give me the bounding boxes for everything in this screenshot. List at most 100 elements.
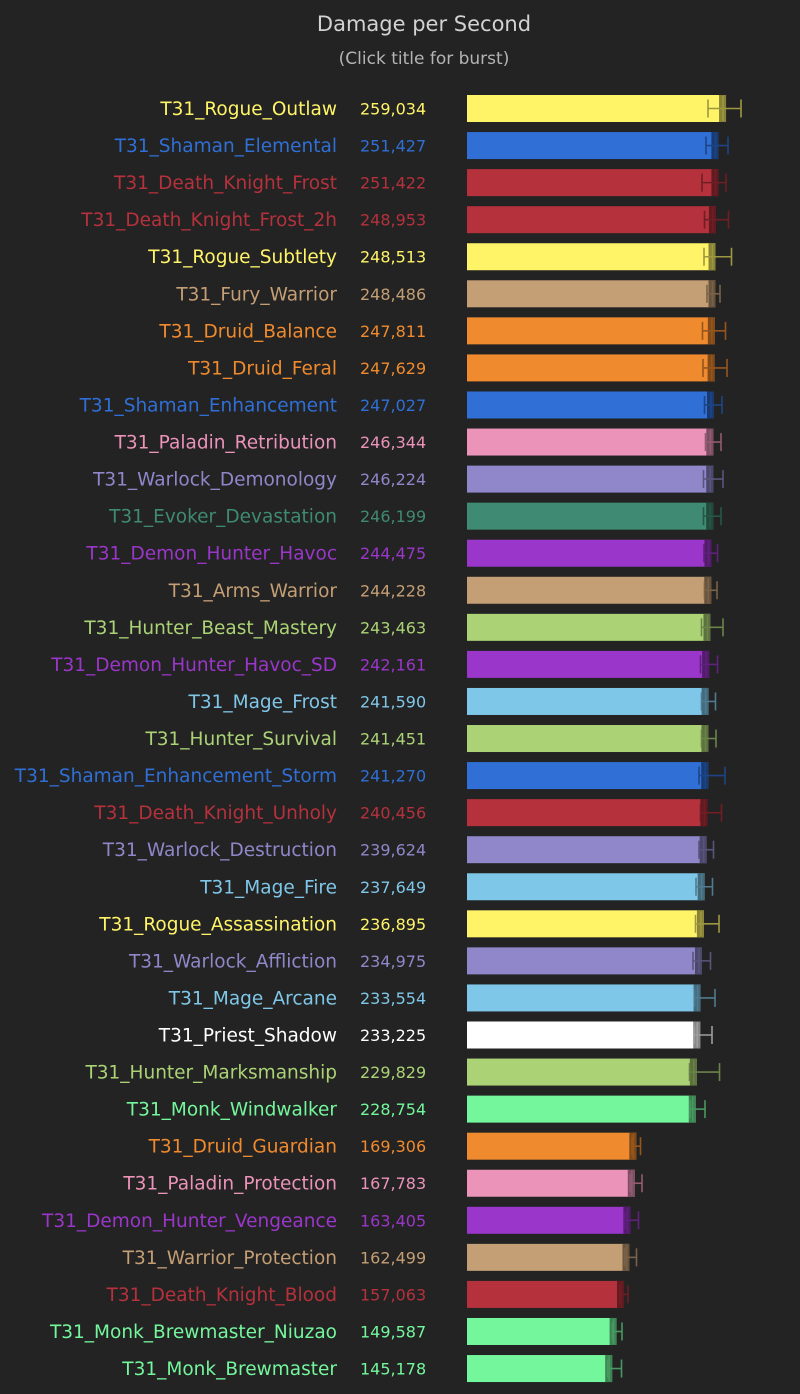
error-bar xyxy=(701,318,727,344)
dps-bar xyxy=(467,1355,613,1383)
spec-label: T31_Monk_Windwalker xyxy=(126,1100,338,1121)
dps-value-label: 244,475 xyxy=(360,544,426,563)
spec-label: T31_Demon_Hunter_Havoc_SD xyxy=(50,655,337,676)
spec-label: T31_Evoker_Devastation xyxy=(108,507,337,528)
dps-bar xyxy=(467,576,712,604)
dps-bar xyxy=(467,243,716,271)
error-bar xyxy=(702,503,722,529)
dps-bar xyxy=(467,1243,630,1271)
dps-value-label: 248,513 xyxy=(360,248,426,267)
error-bar xyxy=(702,355,728,381)
error-bar xyxy=(698,837,715,863)
dps-value-label: 236,895 xyxy=(360,915,426,934)
dps-value-label: 243,463 xyxy=(360,618,426,637)
dps-bar xyxy=(467,910,704,938)
spec-label: T31_Mage_Frost xyxy=(188,692,337,713)
dps-value-label: 242,161 xyxy=(360,655,426,674)
spec-label: T31_Paladin_Protection xyxy=(122,1174,337,1195)
dps-value-label: 237,649 xyxy=(360,878,426,897)
dps-value-label: 149,587 xyxy=(360,1322,426,1341)
dps-bar xyxy=(467,687,709,715)
dps-value-label: 248,486 xyxy=(360,285,426,304)
error-bar xyxy=(700,614,724,640)
spec-label: T31_Death_Knight_Blood xyxy=(106,1285,337,1306)
error-bar xyxy=(703,577,718,603)
dps-bar xyxy=(467,1021,701,1049)
spec-label: T31_Hunter_Marksmanship xyxy=(84,1063,337,1084)
error-bar xyxy=(701,170,727,196)
error-bar xyxy=(623,1244,638,1270)
spec-label: T31_Druid_Guardian xyxy=(148,1137,337,1158)
dps-value-label: 234,975 xyxy=(360,952,426,971)
dps-bar xyxy=(467,539,712,567)
dps-bar xyxy=(467,984,701,1012)
spec-label: T31_Warlock_Affliction xyxy=(128,951,337,972)
dps-bar xyxy=(467,1132,637,1160)
error-bar xyxy=(705,133,729,159)
spec-label: T31_Mage_Fire xyxy=(199,877,337,898)
spec-label: T31_Warlock_Demonology xyxy=(92,470,337,491)
dps-bar xyxy=(467,836,707,864)
error-bar xyxy=(629,1170,643,1196)
spec-label: T31_Shaman_Enhancement_Storm xyxy=(14,766,337,787)
dps-bar xyxy=(467,725,709,753)
dps-bar xyxy=(467,947,702,975)
dps-bar xyxy=(467,1169,635,1197)
error-bar xyxy=(700,688,717,714)
dps-bar xyxy=(467,317,715,345)
dps-bar xyxy=(467,354,715,382)
dps-value-label: 169,306 xyxy=(360,1137,426,1156)
spec-label: T31_Monk_Brewmaster xyxy=(121,1359,337,1380)
dps-bar xyxy=(467,95,727,122)
spec-label: T31_Death_Knight_Frost xyxy=(113,173,337,194)
dps-bar xyxy=(467,799,708,827)
dps-value-label: 233,554 xyxy=(360,989,426,1008)
dps-value-label: 229,829 xyxy=(360,1063,426,1082)
dps-value-label: 248,953 xyxy=(360,211,426,230)
error-bar xyxy=(699,651,719,677)
dps-bar xyxy=(467,1206,631,1234)
error-bar xyxy=(695,874,714,900)
spec-label: T31_Death_Knight_Unholy xyxy=(93,803,337,824)
chart-title[interactable]: Damage per Second xyxy=(316,12,532,36)
error-bar xyxy=(692,948,712,974)
error-bar xyxy=(703,392,723,418)
spec-label: T31_Death_Knight_Frost_2h xyxy=(80,210,337,231)
error-bar xyxy=(631,1133,642,1159)
dps-value-label: 241,270 xyxy=(360,767,426,786)
error-bar xyxy=(693,1022,713,1048)
dps-bar xyxy=(467,873,705,901)
spec-label: T31_Mage_Arcane xyxy=(168,988,337,1009)
error-bar xyxy=(703,540,719,566)
spec-label: T31_Monk_Brewmaster_Niuzao xyxy=(49,1322,337,1343)
error-bar xyxy=(703,244,733,270)
dps-value-label: 241,451 xyxy=(360,730,426,749)
error-bar xyxy=(698,763,726,789)
error-bar xyxy=(699,800,723,826)
dps-bar xyxy=(467,1317,617,1345)
dps-value-label: 162,499 xyxy=(360,1248,426,1267)
dps-value-label: 241,590 xyxy=(360,692,426,711)
spec-label: T31_Shaman_Elemental xyxy=(114,136,337,157)
error-bar xyxy=(624,1207,640,1233)
spec-label: T31_Fury_Warrior xyxy=(175,284,337,305)
dps-bar xyxy=(467,391,715,419)
dps-value-label: 239,624 xyxy=(360,841,426,860)
dps-bar xyxy=(467,280,716,308)
dps-bar xyxy=(467,1095,696,1123)
dps-value-label: 246,224 xyxy=(360,470,426,489)
error-bar xyxy=(707,96,742,121)
dps-bar xyxy=(467,613,711,641)
dps-bar xyxy=(467,169,719,197)
dps-bar xyxy=(467,428,714,456)
spec-label: T31_Warrior_Protection xyxy=(122,1248,337,1269)
dps-value-label: 244,228 xyxy=(360,581,426,600)
dps-value-label: 251,427 xyxy=(360,137,426,156)
spec-label: T31_Druid_Balance xyxy=(158,321,337,342)
dps-value-label: 157,063 xyxy=(360,1285,426,1304)
error-bar xyxy=(611,1318,623,1344)
spec-label: T31_Hunter_Beast_Mastery xyxy=(83,618,337,639)
error-bar xyxy=(689,1096,706,1122)
spec-label: T31_Druid_Feral xyxy=(187,358,337,379)
